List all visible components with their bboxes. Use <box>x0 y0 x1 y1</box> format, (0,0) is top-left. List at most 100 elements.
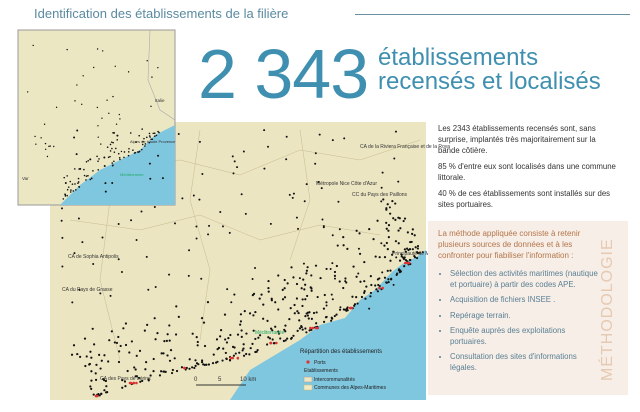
dot <box>302 262 305 265</box>
dot <box>411 232 414 235</box>
dot <box>135 381 138 385</box>
dot <box>148 162 151 165</box>
dot <box>302 278 305 281</box>
dot <box>223 313 227 316</box>
dot <box>143 329 146 332</box>
dot <box>415 256 419 260</box>
dot <box>123 156 125 159</box>
scale-label: 10 km <box>240 377 256 383</box>
dot <box>141 128 143 130</box>
dot <box>107 156 110 159</box>
dot <box>85 179 87 181</box>
dot <box>344 280 347 283</box>
dot <box>267 286 270 290</box>
dot <box>90 387 93 390</box>
dot <box>78 288 81 291</box>
dot <box>82 75 84 77</box>
scale-label: 0 <box>194 377 198 383</box>
dot <box>106 99 108 101</box>
dot <box>193 366 196 370</box>
map-label: CA du Pays de Grasse <box>62 287 113 293</box>
dot <box>270 327 273 330</box>
dot <box>98 158 100 160</box>
dot <box>96 155 98 158</box>
dot <box>271 338 274 341</box>
paragraph: 85 % d'entre eux sont localisés dans une… <box>438 162 616 182</box>
dot <box>104 182 107 185</box>
dot <box>117 360 121 364</box>
dot <box>62 198 65 200</box>
dot <box>112 131 115 134</box>
inset-label: Alpes de Haute Provence <box>130 139 176 144</box>
dot <box>394 202 397 205</box>
dot <box>157 154 160 157</box>
dot <box>403 248 406 251</box>
dot <box>174 333 178 336</box>
map-label: CA de la Riviera Française et de la Roya <box>360 144 450 150</box>
dot <box>196 344 199 347</box>
legend-port <box>306 360 310 364</box>
dot <box>116 139 119 141</box>
dot <box>411 228 414 231</box>
dot <box>372 238 375 241</box>
dot <box>153 132 156 135</box>
dot <box>43 123 46 125</box>
dot <box>154 338 157 341</box>
dot <box>383 276 387 279</box>
dot <box>295 297 299 300</box>
dot <box>177 315 180 318</box>
dot <box>314 264 318 267</box>
dot <box>387 229 390 232</box>
dot <box>64 195 67 197</box>
dot <box>84 364 87 368</box>
dot <box>376 219 379 222</box>
dot <box>325 301 328 304</box>
legend-text: Communes des Alpes-Maritimes <box>314 385 386 391</box>
dot <box>252 329 255 332</box>
dot <box>201 359 204 362</box>
dot <box>376 278 380 281</box>
dot <box>94 372 97 375</box>
dot <box>394 240 398 243</box>
map-label: Méditerranée <box>255 330 285 336</box>
dot <box>284 324 287 327</box>
dot <box>388 206 391 209</box>
dot <box>240 335 243 338</box>
dot <box>123 380 127 383</box>
dot <box>144 368 147 371</box>
dot <box>72 344 76 347</box>
dot <box>97 125 99 127</box>
dot <box>89 178 92 181</box>
dot <box>385 207 388 210</box>
inset-sea <box>60 125 175 205</box>
dot <box>310 287 313 290</box>
dot <box>297 227 300 230</box>
dot <box>403 265 406 268</box>
dot <box>305 183 308 186</box>
method-item: Sélection des activités maritimes (nauti… <box>450 269 600 290</box>
dot <box>111 164 114 167</box>
dot <box>113 160 115 163</box>
dot <box>229 356 233 360</box>
dot <box>96 106 99 109</box>
dot <box>263 167 266 170</box>
dot <box>49 145 51 147</box>
dot <box>304 315 307 318</box>
inset-label: Italie <box>155 98 165 103</box>
dot <box>89 350 92 353</box>
map-label: Métropole Nice Côte d'Azur <box>316 181 377 187</box>
dot <box>306 311 309 314</box>
dot <box>161 177 164 180</box>
dot <box>282 339 285 343</box>
dot <box>111 162 114 164</box>
dot <box>267 145 270 148</box>
dot <box>233 293 236 296</box>
dot <box>335 264 338 268</box>
dot <box>288 317 291 321</box>
dot <box>138 151 140 153</box>
dot <box>383 256 387 259</box>
dot <box>397 216 400 219</box>
dot <box>79 355 82 358</box>
method-item: Enquête auprès des exploitations portuai… <box>450 326 600 347</box>
dot <box>104 379 108 383</box>
